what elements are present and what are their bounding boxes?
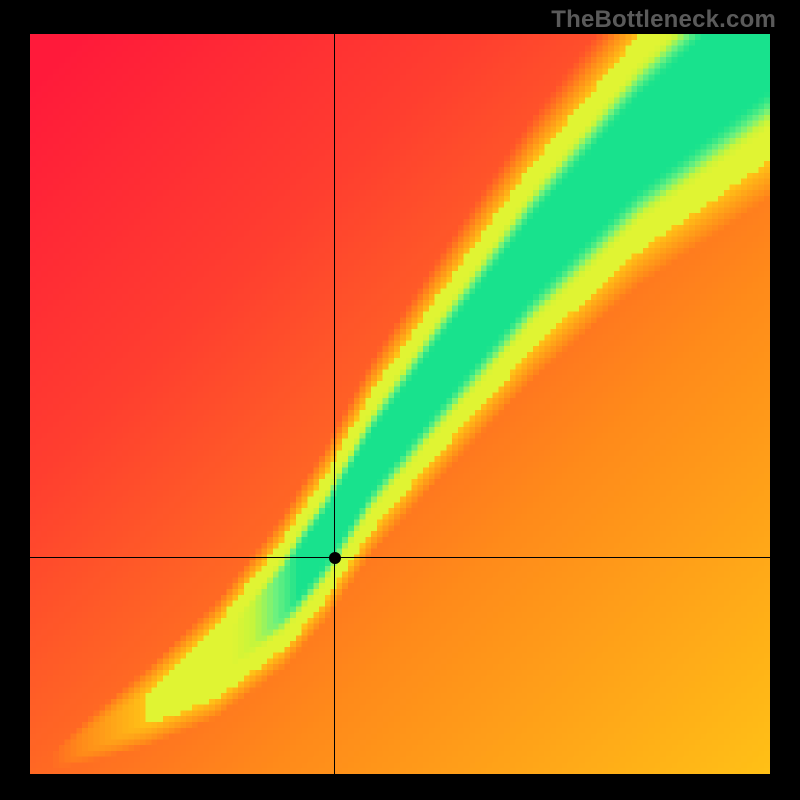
crosshair-vertical bbox=[334, 34, 335, 774]
crosshair-horizontal bbox=[30, 557, 770, 558]
heatmap-plot-area bbox=[30, 34, 770, 774]
crosshair-dot bbox=[328, 551, 342, 565]
heatmap-canvas bbox=[30, 34, 770, 774]
watermark-text: TheBottleneck.com bbox=[551, 6, 776, 34]
chart-container: TheBottleneck.com bbox=[0, 0, 800, 800]
crosshair-dot-circle bbox=[329, 552, 341, 564]
